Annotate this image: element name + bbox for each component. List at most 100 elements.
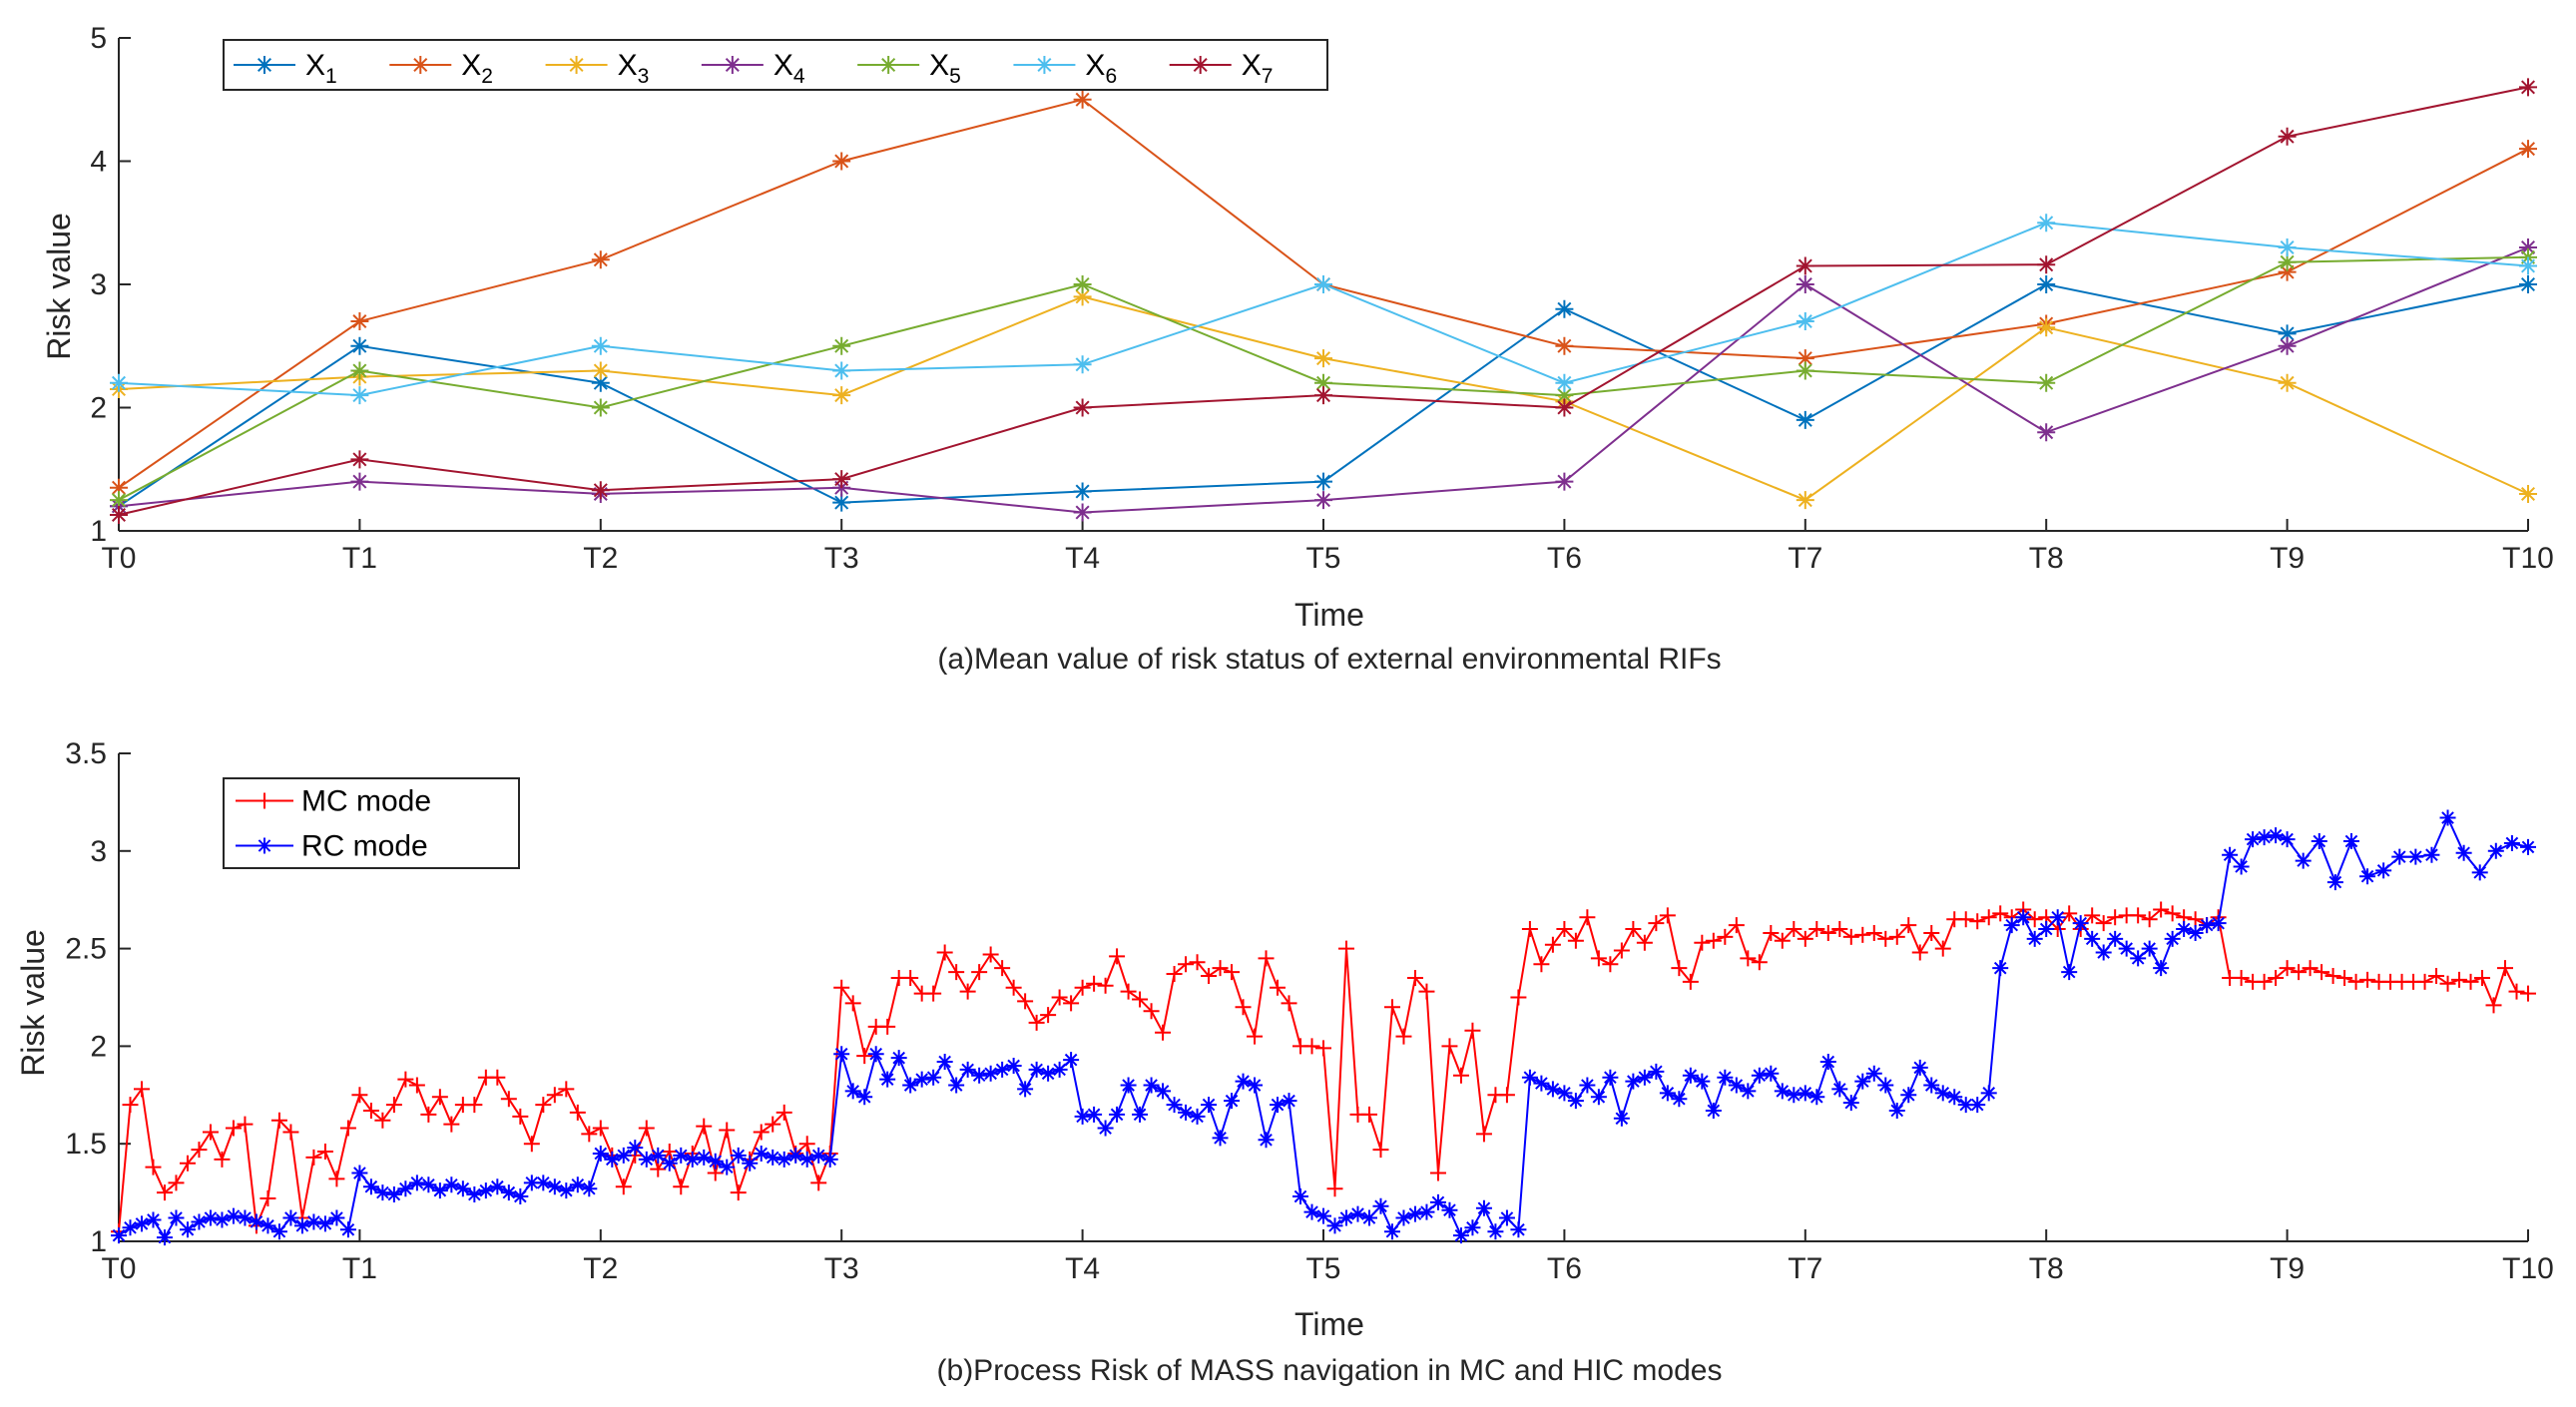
chart-b-data-point: [592, 1120, 609, 1137]
chart-a-data-point: [1555, 373, 1574, 392]
chart-b-data-point: [1682, 1067, 1699, 1084]
chart-b-data-point: [385, 1097, 402, 1114]
chart-a-data-point: [1073, 287, 1092, 306]
chart-b-data-point: [431, 1182, 448, 1199]
chart-a-data-point: [591, 250, 610, 269]
chart-b-data-point: [2245, 831, 2262, 848]
chart-b-data-point: [1097, 977, 1114, 994]
chart-b-data-point: [2268, 969, 2285, 986]
chart-b-data-point: [1212, 1130, 1229, 1147]
chart-b-data-point: [925, 985, 942, 1002]
chart-b-data-point: [1648, 915, 1665, 932]
chart-b-data-point: [615, 1178, 632, 1195]
chart-b-data-point: [259, 1189, 276, 1206]
chart-b-data-point: [1602, 1069, 1619, 1086]
chart-a-y-tick-label: 4: [90, 146, 107, 179]
chart-b-data-point: [1763, 1065, 1780, 1082]
chart-b-data-point: [1337, 940, 1354, 957]
chart-a-x-tick-label: T5: [1305, 542, 1340, 575]
chart-b-data-point: [1224, 1093, 1241, 1110]
chart-b-data-point: [2026, 911, 2043, 928]
chart-b-data-point: [1201, 967, 1218, 984]
chart-a-data-point: [2278, 252, 2297, 271]
chart-a-series-4: [110, 237, 2537, 522]
chart-b-data-point: [2084, 907, 2101, 924]
chart-b-data-point: [982, 1065, 999, 1082]
chart-a-y-tick-label: 5: [90, 22, 107, 55]
chart-b-data-point: [902, 1077, 919, 1094]
chart-b-data-point: [1372, 1142, 1389, 1159]
chart-b-data-point: [282, 1124, 299, 1141]
chart-b-data-point: [1613, 1110, 1630, 1127]
chart-b-data-point: [1808, 1089, 1825, 1106]
chart-b-caption: (b)Process Risk of MASS navigation in MC…: [937, 1354, 1723, 1387]
chart-b-data-point: [1705, 1102, 1722, 1119]
chart-a-data-point: [1796, 410, 1814, 429]
chart-b-data-point: [523, 1174, 540, 1191]
chart-b-data-point: [237, 1116, 254, 1133]
chart-b-data-point: [650, 1161, 667, 1177]
chart-b-data-point: [959, 1061, 976, 1078]
chart-b-data-point: [1808, 921, 1825, 938]
chart-b-legend-label: RC mode: [301, 830, 428, 863]
chart-b-data-point: [1797, 930, 1813, 947]
chart-a-legend-marker: [723, 56, 742, 74]
chart-b-data-point: [1281, 995, 1297, 1012]
chart-b-data-point: [1189, 1108, 1206, 1125]
chart-b-data-point: [765, 1149, 781, 1166]
chart-b-data-point: [2407, 848, 2424, 865]
chart-b-y-tick-label: 3.5: [65, 737, 107, 770]
chart-b-data-point: [2302, 960, 2318, 977]
chart-a-data-point: [2278, 324, 2297, 343]
chart-b-data-point: [328, 1209, 345, 1226]
chart-b-data-point: [1957, 911, 1974, 928]
chart-b-data-point: [1900, 917, 1917, 934]
chart-b-data-point: [2508, 983, 2525, 1000]
chart-b-data-point: [2471, 864, 2488, 881]
chart-b-data-point: [2342, 833, 2359, 850]
chart-b-data-point: [1258, 950, 1275, 967]
chart-b-data-point: [362, 1102, 379, 1119]
chart-b-data-point: [202, 1124, 219, 1141]
chart-b-data-point: [1395, 1028, 1412, 1045]
chart-b-data-point: [1510, 1221, 1527, 1238]
chart-b-data-point: [1911, 944, 1928, 961]
chart-b-data-point: [1051, 989, 1068, 1006]
chart-b-data-point: [1418, 983, 1435, 1000]
chart-b-data-point: [122, 1097, 139, 1114]
chart-a-data-point: [591, 361, 610, 380]
chart-b-data-point: [1842, 928, 1859, 945]
chart-b-data-point: [1682, 973, 1699, 990]
chart-b-x-tick-label: T4: [1065, 1252, 1100, 1285]
chart-b-data-point: [1429, 1193, 1446, 1210]
chart-b-data-point: [1786, 1087, 1803, 1104]
chart-a-data-point: [1796, 256, 1814, 275]
chart-a-data-point: [2037, 275, 2056, 293]
chart-b-data-point: [1579, 909, 1596, 926]
chart-b-x-tick-label: T3: [824, 1252, 859, 1285]
chart-b-data-point: [1315, 1040, 1331, 1057]
chart-b-data-point: [2256, 973, 2273, 990]
chart-b-data-point: [719, 1159, 736, 1175]
chart-b-data-point: [512, 1108, 529, 1125]
chart-a-data-point: [2519, 256, 2537, 275]
chart-b-data-point: [558, 1182, 575, 1199]
chart-b-data-point: [489, 1178, 506, 1195]
chart-a-x-tick-label: T6: [1547, 542, 1582, 575]
chart-b-data-point: [2153, 901, 2170, 918]
chart-b-data-point: [408, 1077, 425, 1094]
chart-b-data-point: [844, 1083, 861, 1100]
chart-b-data-point: [742, 1155, 759, 1172]
chart-b-data-point: [1097, 1120, 1114, 1137]
chart-b-data-point: [775, 1151, 792, 1168]
chart-b-data-point: [890, 1050, 907, 1067]
chart-b-data-point: [604, 1151, 621, 1168]
chart-b-data-point: [420, 1176, 437, 1193]
chart-b-data-point: [1498, 1209, 1515, 1226]
chart-a-series-5: [110, 247, 2537, 510]
chart-b-data-point: [2256, 829, 2273, 846]
chart-b-data-point: [936, 1054, 953, 1071]
chart-a-series-6: [110, 214, 2537, 405]
chart-b-data-point: [1934, 1085, 1951, 1102]
